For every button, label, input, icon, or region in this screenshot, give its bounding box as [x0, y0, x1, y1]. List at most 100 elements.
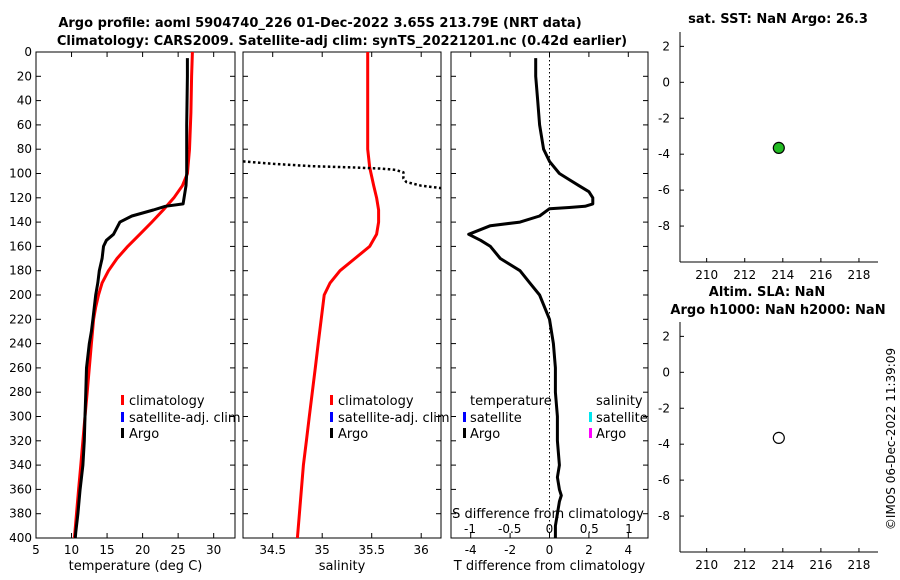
x-tick-label: 216	[809, 558, 832, 572]
secondary-x-axis-label: S difference from climatology	[452, 507, 644, 522]
sst-title: sat. SST: NaN Argo: 26.3	[688, 12, 868, 27]
y-tick-label: -8	[658, 219, 670, 233]
y-tick-label: 340	[9, 458, 32, 472]
y-tick-label: 400	[9, 531, 32, 545]
y-tick-label: 100	[9, 167, 32, 181]
sla-point	[772, 431, 785, 444]
secondary-x-tick-label: 0.5	[580, 522, 599, 536]
y-tick-label: 200	[9, 288, 32, 302]
legend-label: satellite	[596, 411, 648, 426]
x-tick-label: 210	[695, 558, 718, 572]
y-tick-label: 240	[9, 337, 32, 351]
panel-difference: -4 -2 0 2 4 T difference from climatology temp…	[450, 51, 649, 574]
y-tick-label: -6	[658, 473, 670, 487]
y-tick-label: 380	[9, 507, 32, 521]
legend-title-salinity: salinity	[596, 394, 643, 409]
x-tick-label: 5	[32, 543, 40, 557]
y-tick-label: 60	[17, 118, 32, 132]
x-tick-label: 210	[695, 268, 718, 282]
x-tick-label: -2	[504, 543, 516, 557]
y-tick-label: 300	[9, 410, 32, 424]
y-tick-label: -4	[658, 147, 670, 161]
legend-title-temperature: temperature	[470, 394, 552, 409]
y-tick-label: 280	[9, 385, 32, 399]
y-tick-label: 20	[17, 69, 32, 83]
y-tick-label: -2	[658, 401, 670, 415]
sst-point	[772, 141, 785, 154]
y-tick-label: 180	[9, 264, 32, 278]
y-tick-label: 0	[662, 75, 670, 89]
series-climatology-line	[295, 52, 381, 538]
x-tick-label: 218	[848, 558, 871, 572]
axes-box	[35, 51, 236, 539]
legend-swatch	[121, 412, 124, 422]
series-argo-line	[467, 58, 595, 538]
x-tick-label: 36	[414, 543, 429, 557]
sla-title-line2: Argo h1000: NaN h2000: NaN	[670, 303, 885, 318]
y-tick-label: 2	[662, 39, 670, 53]
x-tick-label: 216	[809, 268, 832, 282]
series-argo-line	[73, 58, 189, 538]
legend-label: Argo	[470, 427, 500, 442]
y-tick-label: 120	[9, 191, 32, 205]
x-tick-label: 218	[848, 268, 871, 282]
y-tick-label: 40	[17, 94, 32, 108]
y-tick-label: 0	[662, 365, 670, 379]
x-tick-label: 4	[624, 543, 632, 557]
x-tick-label: 0	[546, 543, 554, 557]
x-tick-label: 15	[99, 543, 114, 557]
x-tick-label: 2	[585, 543, 593, 557]
series-climatology-line	[72, 52, 194, 538]
legend-swatch	[589, 428, 592, 438]
panel-salinity: 34.5 35 35.5 36 salinity climatology satellite…	[242, 51, 450, 574]
x-tick-label: 212	[733, 268, 756, 282]
legend-label: climatology	[129, 394, 205, 409]
y-tick-label: -8	[658, 509, 670, 523]
x-tick-label: 214	[771, 268, 794, 282]
x-tick-label: 30	[206, 543, 221, 557]
secondary-x-tick-label: 0	[546, 522, 554, 536]
axes-box	[242, 51, 442, 539]
x-tick-label: 214	[771, 558, 794, 572]
legend-swatch	[121, 428, 124, 438]
y-tick-label: 80	[17, 142, 32, 156]
figure-title-line1: Argo profile: aoml 5904740_226 01-Dec-20…	[58, 16, 581, 31]
y-tick-label: -6	[658, 183, 670, 197]
sla-title-line1: Altim. SLA: NaN	[709, 285, 825, 300]
legend-label: Argo	[129, 427, 159, 442]
y-tick-label: -2	[658, 111, 670, 125]
x-tick-label: 34.5	[259, 543, 286, 557]
secondary-x-tick-label: 1	[625, 522, 633, 536]
x-tick-label: 10	[64, 543, 79, 557]
legend-swatch	[330, 412, 333, 422]
series-argo-line	[243, 160, 441, 190]
legend-label: Argo	[596, 427, 626, 442]
legend-swatch	[589, 412, 592, 422]
x-tick-label: 35	[315, 543, 330, 557]
imos-timestamp: ©IMOS 06-Dec-2022 11:39:09	[884, 348, 898, 530]
x-axis-label: salinity	[319, 559, 366, 574]
legend-label: satellite-adj. clim	[129, 411, 241, 426]
x-tick-label: 25	[171, 543, 186, 557]
panel-temperature: 5 10 15 20 25 300 20 40 60 80 100 120 140 160 180 200 22…	[9, 45, 241, 574]
legend-swatch	[330, 395, 333, 405]
y-tick-label: -4	[658, 437, 670, 451]
figure-title-line2: Climatology: CARS2009. Satellite-adj cli…	[57, 34, 627, 49]
x-tick-label: -4	[465, 543, 477, 557]
y-tick-label: 2	[662, 329, 670, 343]
legend-swatch	[463, 428, 466, 438]
legend-swatch	[121, 395, 124, 405]
panel-sst: 210 212 214 216 218 2 0 -2 -4 -6 -8 sat. SST: NaN A…	[658, 12, 878, 282]
legend-swatch	[463, 412, 466, 422]
legend-label: satellite-adj. clim	[338, 411, 450, 426]
y-tick-label: 140	[9, 215, 32, 229]
x-axis-label: temperature (deg C)	[69, 559, 203, 574]
x-tick-label: 35.5	[358, 543, 385, 557]
y-tick-label: 160	[9, 239, 32, 253]
y-tick-label: 220	[9, 312, 32, 326]
y-tick-label: 260	[9, 361, 32, 375]
x-tick-label: 20	[135, 543, 150, 557]
y-tick-label: 360	[9, 482, 32, 496]
panel-sla: 210 212 214 216 218 2 0 -2 -4 -6 -8 Altim. SLA: NaN…	[658, 285, 886, 572]
